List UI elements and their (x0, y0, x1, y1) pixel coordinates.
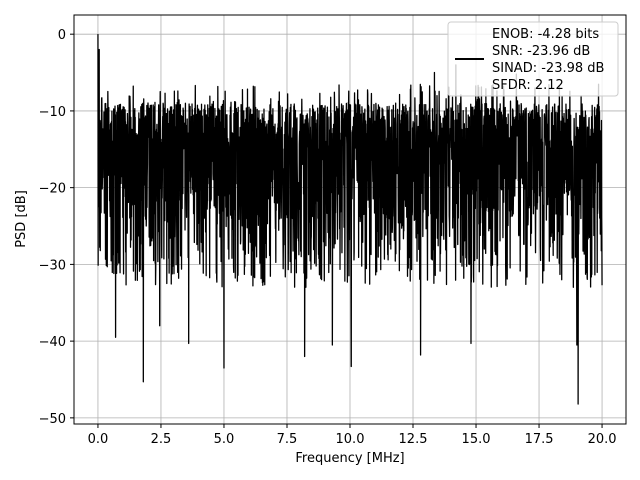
x-tick-label: 7.5 (277, 432, 298, 447)
legend: ENOB: -4.28 bits SNR: -23.96 dB SINAD: -… (447, 21, 619, 97)
y-tick-label: −40 (39, 335, 66, 350)
legend-sinad: SINAD: -23.98 dB (492, 61, 604, 76)
x-tick-label: 17.5 (525, 432, 554, 447)
x-tick-label: 15.0 (462, 432, 491, 447)
x-axis-ticks: 0.0 2.5 5.0 7.5 10.0 12.5 15.0 17.5 20.0 (88, 424, 617, 447)
x-tick-label: 2.5 (151, 432, 172, 447)
x-axis-label: Frequency [MHz] (295, 451, 404, 466)
y-axis-label: PSD [dB] (14, 190, 29, 248)
x-tick-label: 10.0 (336, 432, 365, 447)
y-axis-ticks: 0 −10 −20 −30 −40 −50 (39, 28, 74, 427)
x-tick-label: 5.0 (214, 432, 235, 447)
legend-snr: SNR: -23.96 dB (492, 44, 590, 59)
psd-series (97, 34, 603, 405)
x-tick-label: 12.5 (399, 432, 428, 447)
legend-sfdr: SFDR: 2.12 (492, 78, 564, 93)
y-tick-label: −50 (39, 412, 66, 427)
x-tick-label: 0.0 (88, 432, 109, 447)
y-tick-label: −10 (39, 105, 66, 120)
x-tick-label: 20.0 (588, 432, 617, 447)
y-tick-label: −30 (39, 258, 66, 273)
y-tick-label: −20 (39, 182, 66, 197)
psd-line (97, 34, 603, 405)
legend-box (447, 21, 619, 97)
y-tick-label: 0 (58, 28, 66, 43)
legend-enob: ENOB: -4.28 bits (492, 27, 599, 42)
